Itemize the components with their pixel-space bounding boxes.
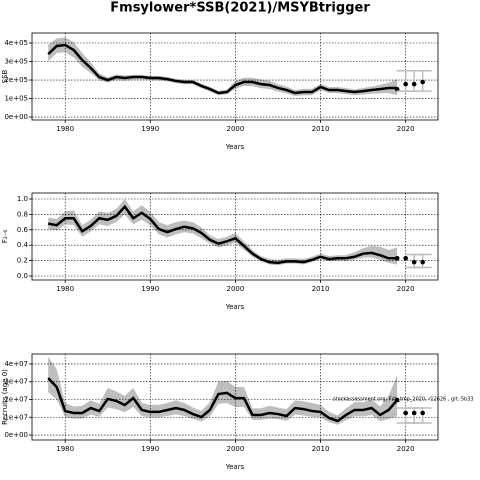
forecast-point xyxy=(403,81,408,87)
plot-frame xyxy=(31,32,439,121)
x-tick-label: 2020 xyxy=(397,285,415,293)
y-tick-label: 0e+00 xyxy=(4,431,28,439)
x-axis-label: Years xyxy=(225,463,245,471)
x-tick-label: 1990 xyxy=(141,445,159,453)
forecast-point xyxy=(420,410,425,416)
x-tick-label: 1980 xyxy=(56,445,74,453)
x-tick-label: 1990 xyxy=(141,125,159,133)
forecast-point xyxy=(411,410,417,416)
forecast-point xyxy=(411,259,417,265)
x-tick-label: 2000 xyxy=(227,445,245,453)
x-tick-label: 2010 xyxy=(312,285,330,293)
x-tick-label: 2010 xyxy=(312,125,330,133)
forecast-point xyxy=(420,79,425,85)
plot-frame xyxy=(31,192,439,281)
y-tick-label: 0.0 xyxy=(17,272,28,280)
confidence-band xyxy=(48,199,398,266)
y-tick-label: 2e+07 xyxy=(4,395,28,403)
forecast-point xyxy=(420,259,425,265)
x-tick-label: 2000 xyxy=(227,285,245,293)
estimate-line xyxy=(47,43,398,95)
y-axis-label: F₂₋₆ xyxy=(1,230,9,244)
y-tick-label: 4e+07 xyxy=(4,360,28,368)
annotation: stockassessment.org, Fsb_tmp_2020, r1262… xyxy=(333,397,474,403)
y-tick-label: 1e+07 xyxy=(4,413,28,421)
x-axis-label: Years xyxy=(225,303,245,311)
y-tick-label: 0e+00 xyxy=(4,113,28,121)
confidence-band xyxy=(48,37,398,97)
forecast-point xyxy=(403,410,408,416)
x-tick-label: 2000 xyxy=(227,125,245,133)
x-tick-label: 1980 xyxy=(56,125,74,133)
y-tick-label: 2e+05 xyxy=(4,76,28,84)
forecast-point xyxy=(394,397,400,403)
forecast-point xyxy=(394,255,400,261)
x-tick-label: 2010 xyxy=(312,445,330,453)
forecast-point xyxy=(411,81,417,87)
y-tick-label: 4e+05 xyxy=(4,39,28,47)
figure-title: Fmsylower*SSB(2021)/MSYBtrigger xyxy=(110,1,370,16)
plot-frame xyxy=(31,353,439,441)
x-axis-label: Years xyxy=(225,143,245,151)
y-tick-label: 0.2 xyxy=(17,257,28,265)
forecast-point xyxy=(403,255,408,261)
y-tick-label: 1.0 xyxy=(17,195,28,203)
x-tick-label: 2020 xyxy=(397,445,415,453)
estimate-line xyxy=(47,377,399,423)
y-axis-label: SSB xyxy=(1,69,9,83)
y-tick-label: 0.4 xyxy=(17,241,29,249)
y-tick-label: 1e+05 xyxy=(4,95,28,103)
y-tick-label: 3e+05 xyxy=(4,58,28,66)
y-axis-label: Recruits (age 0) xyxy=(1,369,9,425)
y-tick-label: 0.8 xyxy=(17,210,28,218)
y-tick-label: 3e+07 xyxy=(4,378,28,386)
x-tick-label: 1990 xyxy=(141,285,159,293)
y-tick-label: 0.6 xyxy=(17,226,29,234)
x-tick-label: 1980 xyxy=(56,285,74,293)
estimate-line xyxy=(47,204,398,265)
confidence-band xyxy=(48,356,398,425)
x-tick-label: 2020 xyxy=(397,125,415,133)
